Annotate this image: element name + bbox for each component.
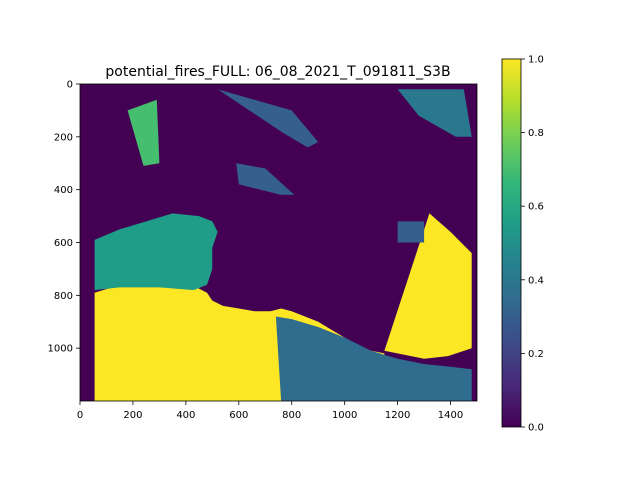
y-tick-label: 0 xyxy=(67,80,73,91)
x-tick-label: 1400 xyxy=(438,410,463,421)
x-tick-label: 200 xyxy=(123,410,142,421)
x-tick-label: 400 xyxy=(176,410,195,421)
colorbar-axis: 0.0 0.2 0.4 0.6 0.8 1.0 xyxy=(521,55,544,434)
x-tick-label: 0 xyxy=(77,410,83,421)
colorbar-tick-label: 1.0 xyxy=(528,55,544,66)
coast-north xyxy=(217,89,319,148)
x-tick-label: 1200 xyxy=(385,410,410,421)
colorbar-tick-label: 0.2 xyxy=(528,349,544,360)
y-tick-label: 1000 xyxy=(48,344,73,355)
colorbar-tick-label: 0.8 xyxy=(528,128,544,139)
x-tick-label: 1000 xyxy=(332,410,357,421)
colorbar-tick-label: 0.0 xyxy=(528,423,544,434)
y-tick-label: 600 xyxy=(54,238,73,249)
x-tick-label: 800 xyxy=(282,410,301,421)
mixed-land-northwest-coast xyxy=(94,213,218,291)
x-tick-label: 600 xyxy=(229,410,248,421)
colorbar xyxy=(501,58,522,428)
mixed-land-southeast-coast xyxy=(275,316,472,401)
coast-mid xyxy=(236,163,295,195)
coast-northeast xyxy=(397,89,472,137)
y-axis: 0 200 400 600 800 1000 xyxy=(48,80,80,355)
x-axis: 0 200 400 600 800 1000 1200 1400 xyxy=(77,401,463,421)
high-swath-east xyxy=(384,213,472,359)
y-tick-label: 200 xyxy=(54,132,73,143)
island-north-left xyxy=(127,99,160,166)
y-tick-label: 800 xyxy=(54,291,73,302)
colorbar-tick-label: 0.4 xyxy=(528,275,544,286)
heatmap-regions xyxy=(94,89,472,401)
speckle-east xyxy=(397,221,425,243)
colorbar-tick-label: 0.6 xyxy=(528,202,544,213)
y-tick-label: 400 xyxy=(54,185,73,196)
chart-title: potential_fires_FULL: 06_08_2021_T_09181… xyxy=(105,64,450,80)
